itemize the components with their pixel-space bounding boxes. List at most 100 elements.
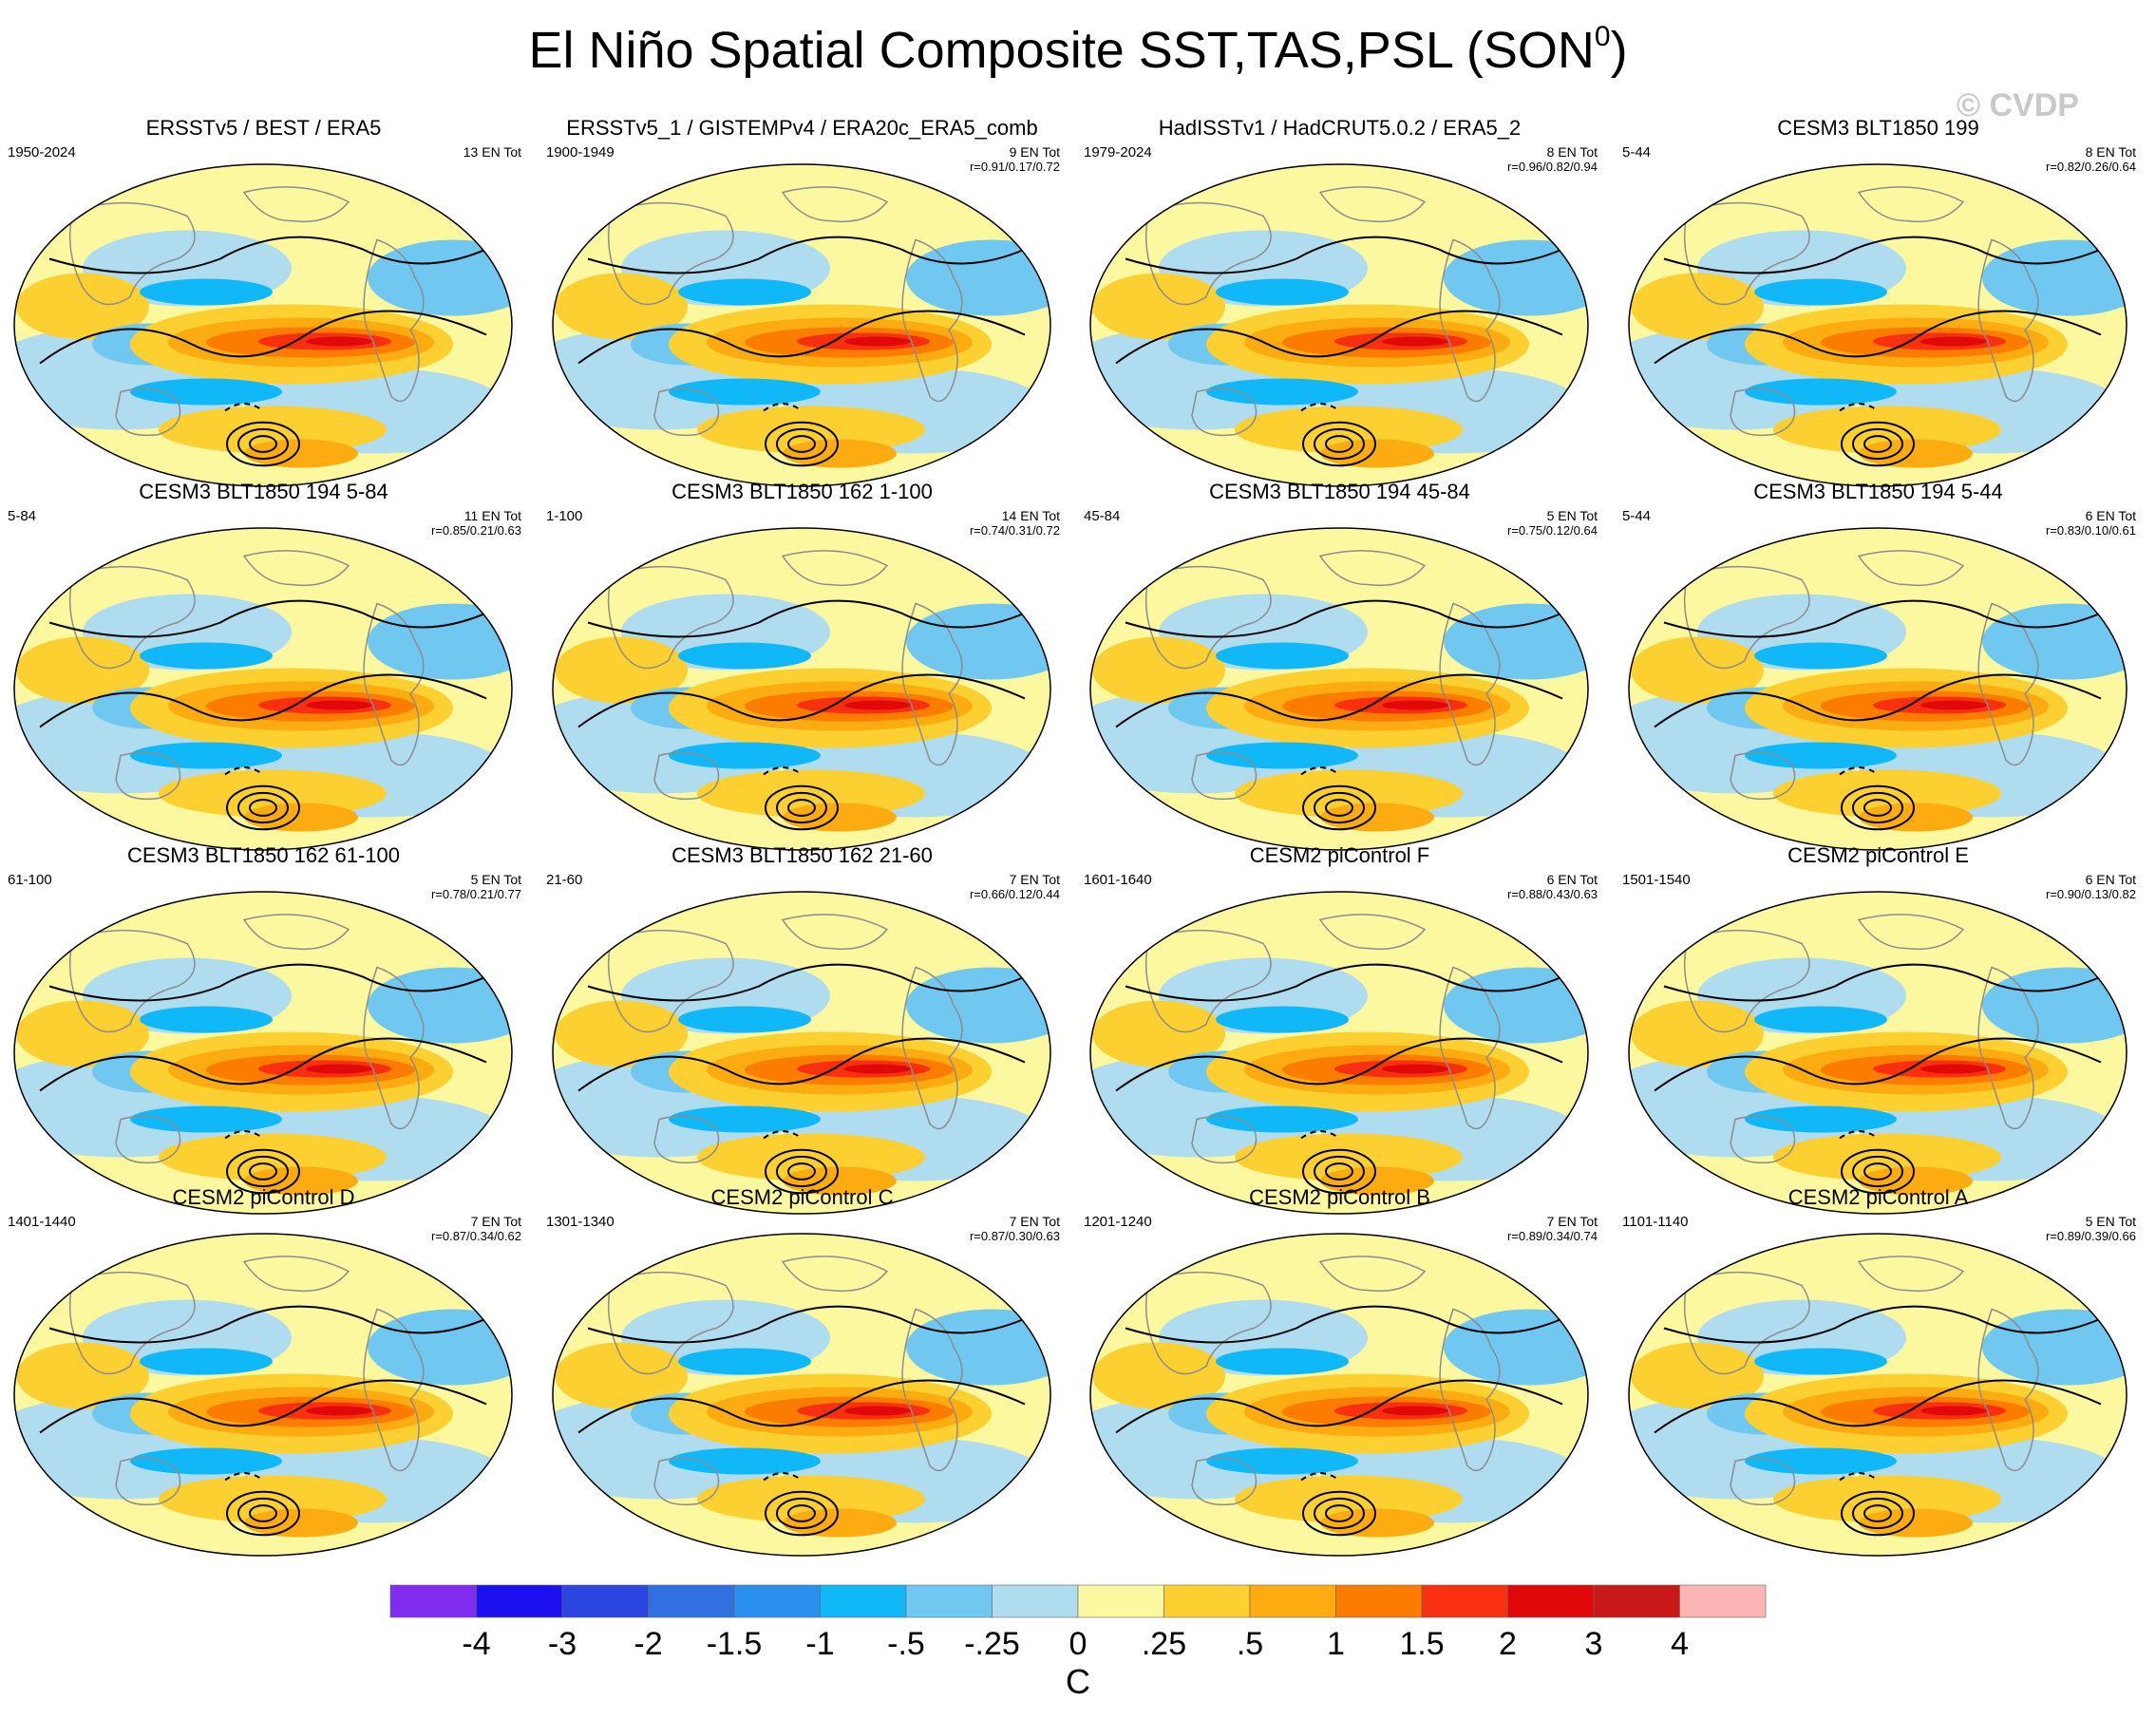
panel-pattern-correlation: r=0.85/0.21/0.63 xyxy=(430,523,521,538)
figure-title-text: El Niño Spatial Composite SST,TAS,PSL (S… xyxy=(528,22,1595,79)
panel-pattern-correlation: r=0.82/0.26/0.64 xyxy=(2045,160,2136,174)
coastline xyxy=(115,1115,181,1164)
anomaly-region xyxy=(1631,636,1764,704)
map-border xyxy=(552,163,1051,487)
anomaly-region xyxy=(1216,1006,1349,1033)
coastline xyxy=(1730,1457,1796,1506)
psl-contour xyxy=(765,1148,839,1195)
psl-contour xyxy=(39,310,487,365)
anomaly-region xyxy=(1631,273,1764,340)
psl-contour xyxy=(1314,427,1365,461)
panel-years: 61-100 xyxy=(8,872,52,888)
map-border xyxy=(1628,1233,2128,1557)
map-border xyxy=(552,527,1051,851)
composite-map xyxy=(1628,527,2128,851)
coastline xyxy=(1857,550,1965,586)
panel-pattern-correlation: r=0.66/0.12/0.44 xyxy=(969,887,1060,901)
anomaly-region xyxy=(1859,803,1973,832)
map-panel: CESM3 BLT1850 199 5-44 8 EN Tot r=0.82/0.26… xyxy=(1615,116,2142,498)
anomaly-region xyxy=(130,1447,282,1475)
coastline xyxy=(1144,565,1272,670)
coastline xyxy=(363,602,425,766)
anomaly-region xyxy=(1216,1348,1349,1375)
anomaly-region xyxy=(1320,439,1434,468)
coastline xyxy=(1683,565,1810,670)
map-panel: CESM2 piControl D 1401-1440 7 EN Tot r=0.87… xyxy=(0,1185,527,1567)
panel-pattern-correlation: r=0.96/0.82/0.94 xyxy=(1506,160,1598,174)
psl-contour xyxy=(1302,1148,1376,1195)
psl-contour xyxy=(1852,1497,1903,1530)
composite-map xyxy=(1089,891,1589,1215)
anomaly-region xyxy=(783,439,897,468)
anomaly-region xyxy=(1320,1166,1434,1196)
coastline xyxy=(1439,238,1501,403)
panel-pattern-correlation: r=0.89/0.34/0.74 xyxy=(1506,1229,1598,1243)
map-border xyxy=(1628,163,2128,487)
coastline xyxy=(1191,1115,1258,1164)
colorbar-swatch xyxy=(1679,1584,1767,1618)
coastline xyxy=(242,550,350,586)
psl-contour xyxy=(1839,1130,1879,1140)
colorbar-label: 2 xyxy=(1499,1626,1517,1660)
psl-contour xyxy=(1302,1490,1376,1537)
panel-years: 1201-1240 xyxy=(1084,1214,1152,1230)
figure-title-close: ) xyxy=(1610,22,1628,79)
map-border xyxy=(13,163,513,487)
colorbar-label: 1.5 xyxy=(1399,1626,1444,1660)
psl-contour xyxy=(763,403,803,412)
colorbar-label: .5 xyxy=(1237,1626,1263,1660)
anomaly-region xyxy=(1320,1508,1434,1538)
anomaly-region xyxy=(555,636,688,704)
coastline xyxy=(901,1308,963,1472)
map-panel: CESM3 BLT1850 194 45-84 45-84 5 EN Tot r=0.… xyxy=(1076,480,1603,861)
panel-event-count: 6 EN Tot xyxy=(1546,872,1598,887)
psl-contour xyxy=(1841,421,1915,467)
psl-contour xyxy=(1839,766,1879,776)
anomaly-region xyxy=(140,1006,273,1033)
panel-title: CESM3 BLT1850 194 5-84 xyxy=(139,480,388,503)
coastline xyxy=(1730,751,1796,801)
coastline xyxy=(781,1256,889,1292)
anomaly-region xyxy=(1206,1447,1358,1475)
panel-event-count: 7 EN Tot xyxy=(470,1214,521,1229)
map-border xyxy=(552,891,1051,1215)
psl-contour xyxy=(39,1379,487,1434)
psl-contour xyxy=(1663,963,2102,1002)
coastline xyxy=(1318,914,1427,950)
psl-contour xyxy=(776,1155,827,1188)
map-panel: CESM2 piControl B 1201-1240 7 EN Tot r=0.89… xyxy=(1076,1185,1603,1567)
panel-title: CESM2 piControl F xyxy=(1249,843,1430,867)
coastline xyxy=(242,914,350,950)
panel-event-count: 7 EN Tot xyxy=(1009,1214,1060,1229)
map-panel: CESM2 piControl F 1601-1640 6 EN Tot r=0.88… xyxy=(1076,843,1603,1225)
coastline xyxy=(1857,186,1965,222)
psl-contour xyxy=(1852,1155,1903,1188)
map-panel: CESM2 piControl A 1101-1140 5 EN Tot r=0.89… xyxy=(1615,1185,2142,1567)
coastline xyxy=(1318,550,1427,586)
colorbar-swatch xyxy=(648,1584,735,1618)
anomaly-region xyxy=(555,273,688,340)
anomaly-region xyxy=(1754,278,1887,306)
coastline xyxy=(242,1256,350,1292)
panel-event-count: 5 EN Tot xyxy=(2085,1214,2136,1229)
psl-contour xyxy=(1839,403,1879,412)
anomaly-region xyxy=(783,1166,897,1196)
psl-contour xyxy=(1300,403,1340,412)
colorbar-swatch xyxy=(476,1584,563,1618)
colorbar-swatch xyxy=(1163,1584,1251,1618)
anomaly-region xyxy=(1216,642,1349,670)
panel-event-count: 11 EN Tot xyxy=(463,508,521,523)
anomaly-region xyxy=(1206,1105,1358,1133)
panel-event-count: 7 EN Tot xyxy=(1546,1214,1598,1229)
colorbar-label: -3 xyxy=(548,1626,577,1660)
map-panel: CESM2 piControl E 1501-1540 6 EN Tot r=0.90… xyxy=(1615,843,2142,1225)
anomaly-region xyxy=(16,273,149,340)
map-panel: CESM3 BLT1850 162 61-100 61-100 5 EN Tot r=… xyxy=(0,843,527,1225)
coastline xyxy=(115,387,181,437)
anomaly-region xyxy=(16,1000,149,1067)
colorbar-swatch xyxy=(1249,1584,1336,1618)
map-border xyxy=(1089,163,1589,487)
map-panel: CESM3 BLT1850 194 5-84 5-84 11 EN Tot r=0.8… xyxy=(0,480,527,861)
psl-contour xyxy=(765,784,839,831)
panel-event-count: 8 EN Tot xyxy=(1546,144,1598,160)
